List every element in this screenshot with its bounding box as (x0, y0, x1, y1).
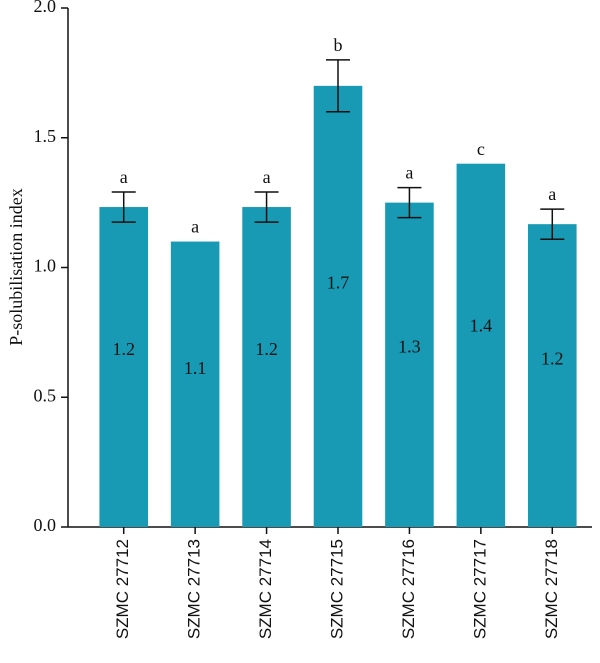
y-tick-label: 1.5 (34, 126, 57, 146)
value-label: 1.3 (398, 337, 421, 357)
x-tick-label: SZMC 27718 (542, 539, 561, 639)
bar (456, 163, 506, 527)
value-label: 1.1 (184, 358, 207, 378)
significance-label: a (120, 167, 128, 187)
y-tick-label: 0.5 (34, 385, 57, 405)
value-label: 1.2 (255, 339, 278, 359)
x-tick-label: SZMC 27714 (256, 539, 275, 639)
significance-label: a (405, 163, 413, 183)
significance-label: c (477, 139, 485, 159)
bar (99, 207, 148, 527)
x-tick-label: SZMC 27716 (399, 539, 418, 639)
bar (385, 202, 434, 527)
value-label: 1.4 (470, 315, 493, 335)
x-tick-label: SZMC 27712 (113, 539, 132, 639)
bar (313, 85, 363, 527)
value-label: 1.2 (541, 349, 564, 369)
y-tick-label: 2.0 (34, 0, 57, 16)
y-tick-label: 0.0 (34, 515, 57, 535)
bar (528, 224, 577, 527)
bar (242, 207, 291, 527)
x-tick-label: SZMC 27717 (470, 539, 489, 639)
bar (170, 241, 220, 528)
y-tick-label: 1.0 (34, 256, 57, 276)
significance-label: a (191, 217, 199, 237)
y-axis-label: P-solubilisation index (6, 188, 26, 346)
value-label: 1.2 (112, 339, 135, 359)
x-tick-label: SZMC 27715 (327, 539, 346, 639)
significance-label: b (334, 35, 343, 55)
significance-label: a (548, 184, 556, 204)
x-tick-label: SZMC 27713 (185, 539, 204, 639)
significance-label: a (263, 167, 271, 187)
value-label: 1.7 (327, 272, 350, 292)
